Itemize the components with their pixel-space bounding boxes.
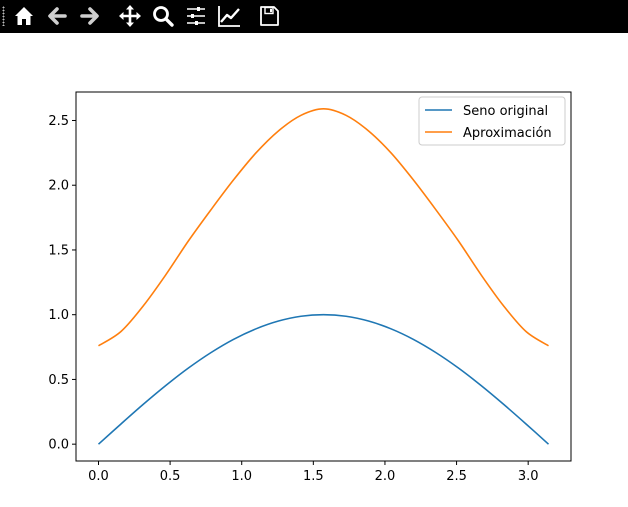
- zoom-button[interactable]: [150, 3, 176, 29]
- save-button[interactable]: [256, 3, 282, 29]
- subplots-button[interactable]: [183, 3, 209, 29]
- edit-axis-button[interactable]: [216, 3, 242, 29]
- x-tick-label: 1.0: [231, 469, 252, 484]
- edit-axis-icon: [218, 6, 240, 27]
- x-tick-label: 1.5: [303, 469, 324, 484]
- x-tick-label: 0.5: [160, 469, 181, 484]
- series-line-seno-original: [97, 313, 550, 445]
- pan-icon: [119, 5, 141, 27]
- legend-label-aproximacion: Aproximación: [463, 126, 552, 141]
- x-tick-label: 3.0: [518, 469, 539, 484]
- y-tick-label: 1.0: [48, 308, 69, 323]
- legend-label-seno: Seno original: [463, 104, 548, 119]
- legend: Seno original Aproximación: [418, 96, 566, 146]
- y-tick-label: 0.0: [48, 438, 69, 453]
- home-icon: [15, 7, 33, 25]
- x-tick-label: 2.5: [446, 469, 467, 484]
- legend-box: [418, 96, 566, 146]
- subplots-icon: [187, 7, 205, 25]
- back-arrow-icon: [48, 7, 67, 25]
- home-button[interactable]: [11, 3, 37, 29]
- forward-arrow-icon: [80, 7, 99, 25]
- y-tick-label: 0.5: [48, 373, 69, 388]
- x-tick-label: 2.0: [375, 469, 396, 484]
- zoom-icon: [153, 6, 174, 27]
- series-line-aproximacion: [98, 108, 549, 347]
- forward-button[interactable]: [77, 3, 103, 29]
- pan-button[interactable]: [117, 3, 143, 29]
- y-tick-label: 1.5: [48, 243, 69, 258]
- toolbar: [0, 0, 628, 33]
- axes-frame: [75, 91, 572, 462]
- y-tick-label: 2.5: [48, 114, 69, 129]
- toolbar-grip[interactable]: [2, 6, 5, 26]
- x-tick-label: 0.0: [88, 469, 109, 484]
- save-icon: [260, 6, 279, 26]
- y-tick-label: 2.0: [48, 179, 69, 194]
- back-button[interactable]: [44, 3, 70, 29]
- chart-canvas: 0.0 0.5 1.0 1.5 2.0 2.5 3.0 0.0 0.5 1.0 1.5 2.0 2.5…: [48, 91, 572, 484]
